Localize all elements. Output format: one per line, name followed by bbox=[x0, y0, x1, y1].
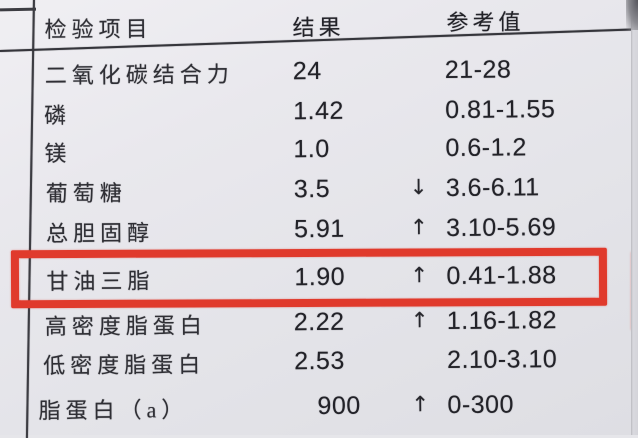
table-row: 磷 1.42 0.81-1.55 bbox=[0, 93, 637, 130]
reference-range: 2.10-3.10 bbox=[447, 345, 558, 374]
column-header-result: 结果 bbox=[292, 14, 345, 41]
result-value: 2.22 bbox=[293, 307, 345, 337]
table-row: 总胆固醇 5.91 ↑ 3.10-5.69 bbox=[0, 211, 638, 248]
result-value: 5.91 bbox=[293, 214, 345, 244]
abnormal-flag-arrow: ↑ bbox=[409, 215, 428, 240]
reference-range: 21-28 bbox=[444, 55, 512, 85]
reference-range: 3.10-5.69 bbox=[445, 213, 557, 243]
test-item-label: 二氧化碳结合力 bbox=[44, 61, 234, 89]
test-item-label: 葡萄糖 bbox=[45, 180, 127, 207]
table-row: 二氧化碳结合力 24 21-28 bbox=[0, 53, 637, 90]
column-header-item: 检验项目 bbox=[44, 16, 153, 43]
result-value: 1.42 bbox=[293, 96, 344, 126]
reference-range: 0.81-1.55 bbox=[445, 95, 556, 125]
abnormal-flag-arrow: ↑ bbox=[411, 392, 430, 417]
abnormal-flag-arrow: ↑ bbox=[410, 308, 429, 333]
test-item-label: 镁 bbox=[44, 140, 72, 167]
reference-range: 0-300 bbox=[447, 390, 515, 419]
table-row: 镁 1.0 0.6-1.2 bbox=[0, 131, 638, 168]
reference-range: 0.6-1.2 bbox=[445, 133, 527, 163]
table-row: 葡萄糖 3.5 ↓ 3.6-6.11 bbox=[0, 171, 638, 208]
result-value: 900 bbox=[317, 391, 361, 421]
result-value: 3.5 bbox=[293, 174, 331, 204]
table-row: 高密度脂蛋白 2.22 ↑ 1.16-1.82 bbox=[1, 304, 638, 341]
paper-right-edge bbox=[631, 0, 638, 435]
test-item-label: 脂蛋白（a） bbox=[38, 397, 189, 424]
abnormal-flag-arrow: ↓ bbox=[409, 175, 428, 200]
test-item-label: 高密度脂蛋白 bbox=[44, 312, 207, 340]
table-row: 低密度脂蛋白 2.53 2.10-3.10 bbox=[1, 343, 638, 380]
table-header-row: 检验项目 结果 参考值 bbox=[0, 8, 637, 45]
result-value: 1.0 bbox=[293, 134, 330, 164]
result-value: 2.53 bbox=[294, 346, 345, 376]
reference-range: 1.16-1.82 bbox=[446, 306, 558, 335]
red-highlight-box bbox=[10, 247, 608, 309]
test-item-label: 磷 bbox=[44, 102, 72, 129]
test-item-label: 低密度脂蛋白 bbox=[43, 351, 206, 379]
column-header-reference: 参考值 bbox=[446, 9, 525, 35]
table-row: 脂蛋白（a） 900 ↑ 0-300 bbox=[1, 388, 638, 425]
result-value: 24 bbox=[292, 56, 322, 86]
test-item-label: 总胆固醇 bbox=[46, 220, 155, 247]
corner-shadow bbox=[626, 0, 638, 30]
reference-range: 3.6-6.11 bbox=[445, 173, 540, 203]
